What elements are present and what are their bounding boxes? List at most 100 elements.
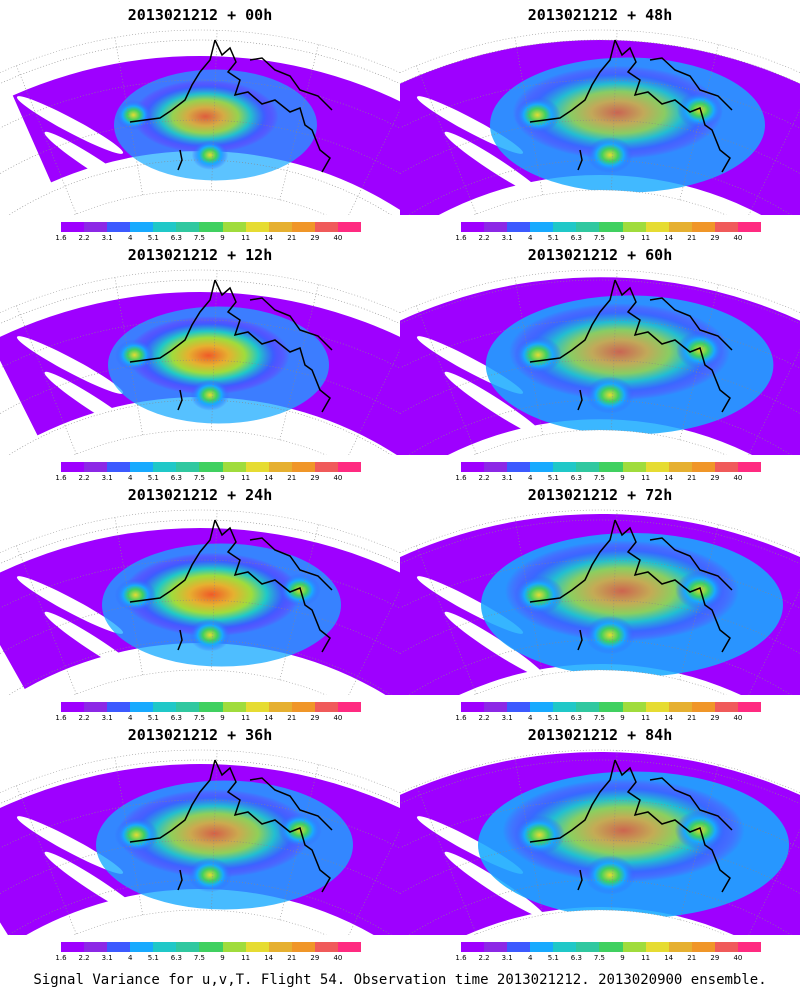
colorbar-segment [268, 462, 292, 472]
colorbar-label: 21 [287, 234, 297, 242]
white-gap [16, 96, 124, 154]
forecast-panel: 2013021212 + 84h 1.6 2.2 3.1 4 5.1 6.3 7.5 9 11 14… [400, 720, 800, 962]
white-gap [44, 371, 146, 439]
colorbar [61, 462, 362, 472]
colorbar-segment [622, 222, 646, 232]
colorbar-label: 29 [710, 234, 720, 242]
colorbar-segment [668, 942, 692, 952]
colorbar-label: 11 [241, 234, 251, 242]
high-variance-core [117, 789, 312, 878]
colorbar-segment [599, 222, 623, 232]
white-gap [16, 576, 124, 634]
colorbar-label: 5.1 [147, 954, 159, 962]
colorbar-label: 21 [687, 714, 697, 722]
colorbar-label: 4 [127, 714, 133, 722]
colorbar-segment [668, 462, 692, 472]
colorbar-label: 3.1 [501, 234, 513, 242]
colorbar [461, 462, 762, 472]
colorbar-segment [84, 702, 108, 712]
footer-caption: Signal Variance for u,v,T. Flight 54. Ob… [33, 972, 767, 988]
colorbar-segment [130, 222, 154, 232]
colorbar-label: 40 [333, 474, 343, 482]
variance-blob [115, 339, 154, 371]
colorbar-label: 4 [127, 954, 133, 962]
colorbar-label: 14 [664, 234, 674, 242]
colorbar-segment [176, 942, 200, 952]
colorbar-labels: 1.6 2.2 3.1 4 5.1 6.3 7.5 9 11 14 21 29 40 [455, 474, 765, 484]
colorbar-segment [461, 702, 485, 712]
forecast-panel: 2013021212 + 00h 1.6 2.2 3.1 4 5.1 6.3 7.5 9 11 14… [0, 0, 400, 242]
forecast-panel: 2013021212 + 12h 1.6 2.2 3.1 4 5.1 6.3 7.5 9 11 14… [0, 240, 400, 482]
colorbar-segment [222, 702, 246, 712]
colorbar-segment [199, 222, 223, 232]
colorbar-label: 40 [333, 954, 343, 962]
colorbar-segment [199, 942, 223, 952]
colorbar-labels: 1.6 2.2 3.1 4 5.1 6.3 7.5 9 11 14 21 29 40 [55, 954, 365, 964]
white-gap [44, 851, 146, 919]
colorbar-label: 3.1 [101, 474, 113, 482]
latitude-line [400, 519, 800, 644]
variance-blob [584, 855, 636, 895]
colorbar-label: 3.1 [101, 714, 113, 722]
white-gap [16, 336, 124, 394]
colorbar-label: 9 [620, 954, 625, 962]
colorbar-segment [576, 702, 600, 712]
colorbar-label: 1.6 [55, 714, 67, 722]
colorbar-label: 29 [710, 954, 720, 962]
colorbar-segment [484, 462, 508, 472]
latitude-line [0, 279, 400, 404]
colorbar-segment [461, 462, 485, 472]
colorbar-label: 6.3 [170, 474, 182, 482]
colorbar-label: 2.2 [478, 234, 490, 242]
high-variance-core [502, 778, 745, 883]
colorbar-segment [645, 462, 669, 472]
colorbar-segment [553, 942, 577, 952]
colorbar-segment [130, 462, 154, 472]
colorbar-segment [107, 462, 131, 472]
colorbar-segment [691, 222, 715, 232]
coastline [129, 39, 333, 173]
colorbar-segment [245, 942, 269, 952]
colorbar-label: 21 [687, 954, 697, 962]
white-gap [444, 371, 546, 439]
coastline [529, 39, 733, 173]
colorbar-segment [461, 942, 485, 952]
colorbar-label: 7.5 [593, 234, 606, 242]
colorbar-segment [576, 222, 600, 232]
variance-blob [114, 578, 157, 612]
colorbar-segment [314, 222, 338, 232]
colorbar-label: 3.1 [501, 954, 513, 962]
colorbar-label: 1.6 [55, 474, 67, 482]
colorbar [61, 222, 362, 232]
colorbar-segment [153, 702, 177, 712]
colorbar-label: 29 [310, 714, 320, 722]
colorbar-labels: 1.6 2.2 3.1 4 5.1 6.3 7.5 9 11 14 21 29 40 [55, 234, 365, 244]
colorbar-segment [107, 702, 131, 712]
colorbar-label: 6.3 [170, 234, 182, 242]
colorbar-labels: 1.6 2.2 3.1 4 5.1 6.3 7.5 9 11 14 21 29 40 [455, 714, 765, 724]
colorbar-label: 4 [127, 234, 133, 242]
colorbar-label: 11 [241, 954, 251, 962]
map-figure [400, 29, 800, 215]
colorbar-label: 14 [264, 474, 274, 482]
colorbar-segment [484, 942, 508, 952]
colorbar-labels: 1.6 2.2 3.1 4 5.1 6.3 7.5 9 11 14 21 29 40 [55, 714, 365, 724]
colorbar-segment [645, 222, 669, 232]
white-gap [444, 851, 546, 919]
colorbar-label: 2.2 [478, 474, 490, 482]
colorbar-label: 9 [620, 474, 625, 482]
colorbar-label: 6.3 [170, 714, 182, 722]
colorbar-label: 3.1 [501, 474, 513, 482]
colorbar-segment [576, 942, 600, 952]
white-gap [444, 611, 546, 679]
colorbar-label: 11 [241, 714, 251, 722]
white-gap [44, 611, 146, 679]
colorbar-label: 7.5 [193, 234, 206, 242]
colorbar-segment [553, 222, 577, 232]
map-figure [0, 509, 400, 695]
colorbar-segment [507, 222, 531, 232]
variance-blob [114, 817, 159, 853]
colorbar-segment [222, 222, 246, 232]
colorbar-label: 40 [733, 474, 743, 482]
